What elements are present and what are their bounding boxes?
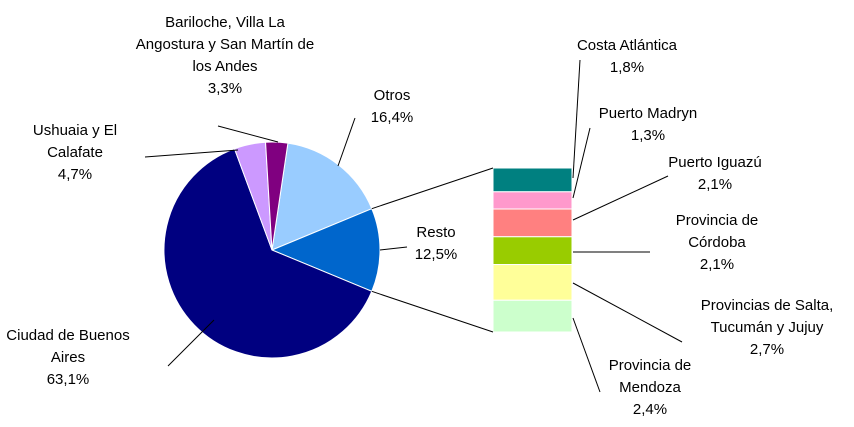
leader-line: [167, 319, 215, 367]
leader-line: [572, 127, 591, 199]
category-name: Provincia de Mendoza: [608, 357, 692, 396]
breakdown-bar: [492, 236, 573, 266]
breakdown-bar: [492, 167, 573, 193]
category-name: Provincias de Salta, Tucumán y Jujuy: [700, 297, 834, 336]
connector: [371, 167, 494, 210]
breakdown-bar: [492, 264, 573, 301]
data-label: Resto 12,5%: [401, 222, 471, 266]
value-label: 1,8%: [609, 59, 645, 76]
category-name: Ciudad de Buenos Aires: [6, 327, 130, 366]
data-label: Ciudad de Buenos Aires 63,1%: [0, 325, 138, 391]
breakdown-bar: [492, 191, 573, 210]
value-label: 4,7%: [57, 166, 93, 183]
leader-line: [337, 117, 356, 167]
value-label: 16,4%: [370, 109, 414, 126]
category-name: Puerto Iguazú: [668, 154, 762, 171]
breakdown-bar: [492, 299, 573, 333]
data-label: Provincia de Córdoba 2,1%: [662, 210, 772, 276]
data-label: Puerto Iguazú 2,1%: [655, 152, 775, 196]
value-label: 63,1%: [46, 371, 90, 388]
leader-line: [379, 246, 408, 251]
leader-line: [217, 125, 279, 143]
data-label: Provincias de Salta, Tucumán y Jujuy 2,7%: [682, 295, 852, 361]
leader-line: [572, 282, 683, 343]
value-label: 2,7%: [749, 341, 785, 358]
leader-line: [572, 59, 581, 179]
value-label: 1,3%: [630, 127, 666, 144]
data-label: Provincia de Mendoza 2,4%: [595, 355, 705, 421]
connector: [371, 290, 494, 333]
data-label: Bariloche, Villa La Angostura y San Mart…: [135, 12, 315, 100]
value-label: 2,4%: [632, 401, 668, 418]
category-name: Otros: [373, 87, 411, 104]
value-label: 12,5%: [414, 246, 458, 263]
data-label: Otros 16,4%: [352, 85, 432, 129]
leader-line: [144, 149, 239, 158]
leader-line: [572, 317, 601, 393]
data-label: Ushuaia y El Calafate 4,7%: [20, 120, 130, 186]
value-label: 2,1%: [699, 256, 735, 273]
data-label: Costa Atlántica 1,8%: [562, 35, 692, 79]
value-label: 2,1%: [697, 176, 733, 193]
data-label: Puerto Madryn 1,3%: [588, 103, 708, 147]
breakdown-bar: [492, 208, 573, 238]
category-name: Costa Atlántica: [576, 37, 678, 54]
pie-slice: [163, 148, 373, 359]
category-name: Bariloche, Villa La Angostura y San Mart…: [135, 14, 315, 75]
value-label: 3,3%: [207, 80, 243, 97]
category-name: Ushuaia y El Calafate: [32, 122, 118, 161]
leader-line: [572, 175, 669, 221]
category-name: Resto: [416, 224, 456, 241]
category-name: Provincia de Córdoba: [675, 212, 759, 251]
category-name: Puerto Madryn: [598, 105, 698, 122]
